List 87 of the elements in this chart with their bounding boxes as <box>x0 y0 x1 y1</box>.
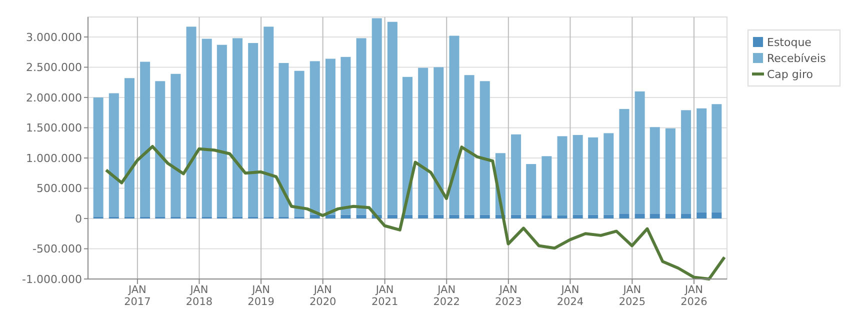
bar <box>93 97 104 217</box>
bar <box>356 214 366 218</box>
x-tick-label: JAN 2019 <box>248 284 274 308</box>
bar <box>278 62 289 217</box>
bar <box>140 62 150 217</box>
bar <box>480 214 490 218</box>
y-tick-label: 500.000 <box>36 182 82 196</box>
bar <box>108 93 119 217</box>
y-tick-label: -500.000 <box>32 242 82 256</box>
bar <box>464 75 474 215</box>
y-tick-label: 1.000.000 <box>26 152 82 165</box>
bar <box>232 38 243 217</box>
x-tick-label: JAN 2026 <box>680 284 708 308</box>
x-tick-label: JAN 2024 <box>556 284 584 308</box>
x-tick-label: JAN 2017 <box>124 284 151 308</box>
bar <box>325 214 336 218</box>
bar <box>681 110 692 214</box>
bar <box>681 214 692 218</box>
bar <box>264 26 274 217</box>
bar <box>124 78 134 217</box>
bar <box>557 215 568 218</box>
bar <box>665 128 676 214</box>
bar <box>650 214 660 218</box>
bar <box>572 134 583 215</box>
bar <box>155 81 166 217</box>
bar <box>511 214 522 218</box>
y-tick-label: 2.500.000 <box>26 61 82 74</box>
bar <box>294 70 304 217</box>
x-tick-label: JAN 2021 <box>371 284 398 308</box>
bar <box>372 18 382 215</box>
bar <box>387 22 398 215</box>
bar <box>557 136 568 216</box>
bar <box>650 127 660 214</box>
bar <box>634 91 645 214</box>
bar <box>542 156 552 216</box>
x-tick-label: JAN 2022 <box>433 284 460 308</box>
bar <box>712 104 722 212</box>
y-tick-label: 3.000.000 <box>26 30 82 44</box>
bar <box>604 214 614 218</box>
bar <box>402 76 412 215</box>
bar <box>310 214 320 218</box>
x-tick-label: JAN 2020 <box>309 284 336 308</box>
bar <box>202 38 212 217</box>
bar <box>511 134 522 215</box>
x-tick-label: JAN 2025 <box>618 284 646 308</box>
bar <box>434 67 444 215</box>
bar <box>572 214 583 218</box>
bar <box>248 43 258 217</box>
bar <box>387 214 398 218</box>
bar <box>418 214 428 218</box>
bar <box>588 214 598 218</box>
bar <box>325 58 336 215</box>
bar <box>696 212 707 218</box>
x-tick-label: JAN 2023 <box>495 284 522 308</box>
y-tick-label: 2.000.000 <box>26 91 82 104</box>
y-tick-label: -1.000.000 <box>22 272 82 286</box>
bar <box>542 215 552 218</box>
legend-label: Estoque <box>767 36 812 49</box>
bar <box>619 214 630 218</box>
line-series <box>104 144 726 280</box>
bar <box>619 108 630 214</box>
bar <box>634 214 645 218</box>
bar <box>186 26 196 217</box>
bar <box>526 214 536 218</box>
y-tick-label: 0 <box>75 212 82 226</box>
bar <box>340 214 351 218</box>
x-tick-label: JAN 2018 <box>186 284 213 308</box>
bar <box>418 68 428 215</box>
bar <box>434 214 444 218</box>
bar <box>449 36 460 215</box>
bar <box>712 212 722 218</box>
bar <box>464 214 474 218</box>
legend-label: Cap giro <box>767 68 814 81</box>
bar <box>170 74 181 217</box>
bar <box>340 56 351 215</box>
bar <box>588 137 598 215</box>
bar <box>480 81 490 215</box>
legend-label: Recebíveis <box>767 52 826 65</box>
bar <box>449 214 460 218</box>
bar <box>356 38 366 215</box>
bar <box>665 214 676 218</box>
bar <box>216 44 227 217</box>
bar <box>696 108 707 212</box>
y-tick-label: 1.500.000 <box>26 122 82 135</box>
bar <box>310 61 320 215</box>
bar <box>604 133 614 215</box>
bar <box>526 164 536 215</box>
